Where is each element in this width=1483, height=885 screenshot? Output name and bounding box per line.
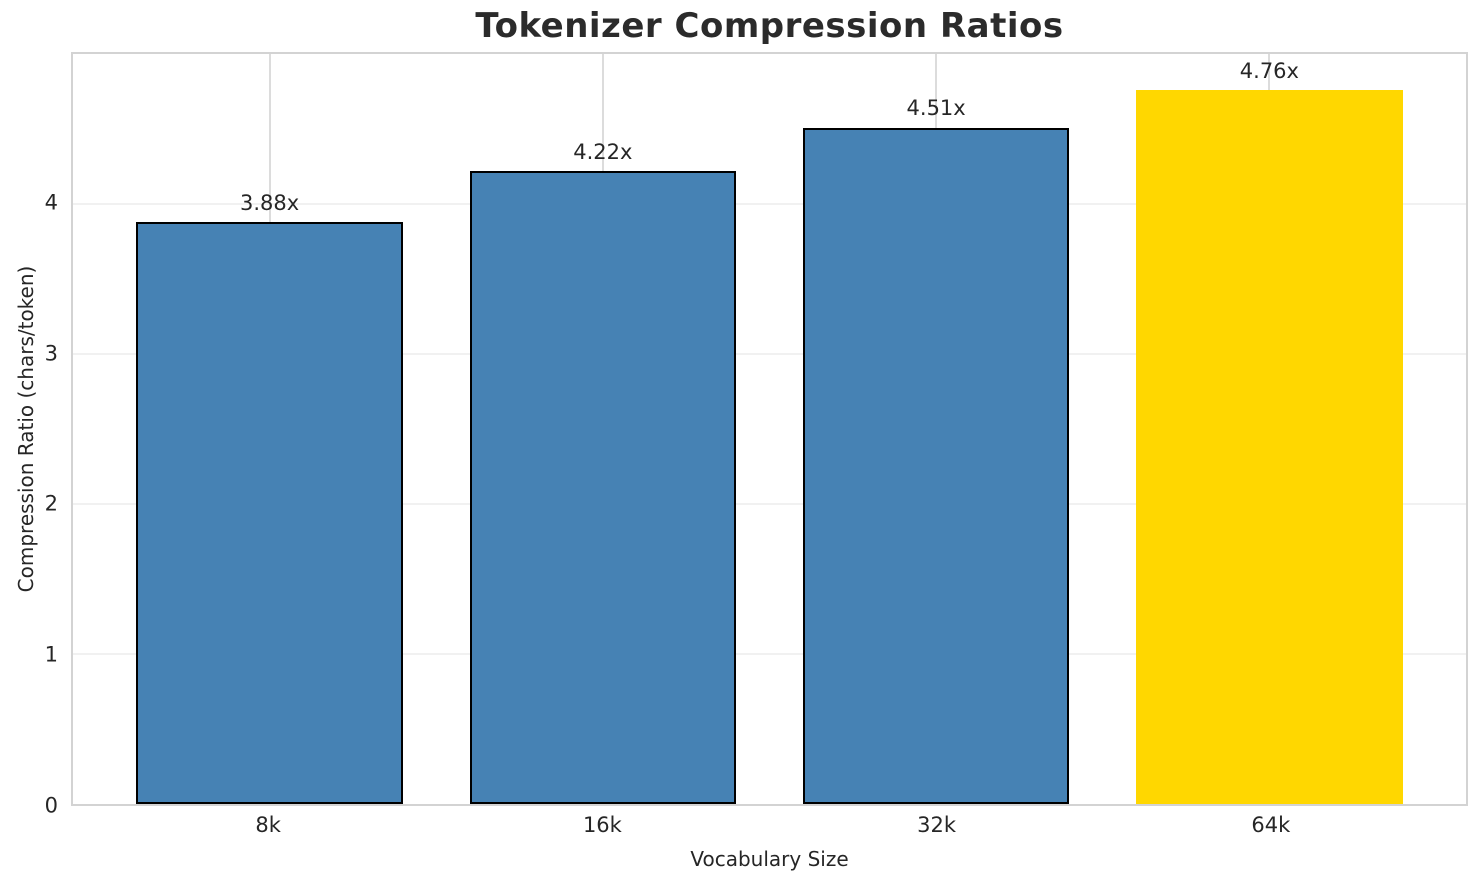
x-tick-label: 16k <box>582 813 622 837</box>
bar-value-label: 3.88x <box>240 190 300 215</box>
y-axis: 0 1 2 3 4 <box>0 52 58 816</box>
h-gridline <box>73 353 1466 355</box>
bar-value-label: 4.22x <box>573 139 633 164</box>
x-axis-label: Vocabulary Size <box>690 847 849 871</box>
y-tick-label: 1 <box>44 642 58 667</box>
x-tick-label: 64k <box>1251 813 1291 837</box>
chart-title: Tokenizer Compression Ratios <box>475 6 1064 46</box>
bars-layer: 3.88x 4.22x 4.51x 4.76x <box>73 54 1466 804</box>
x-axis: 8k 16k 32k 64k <box>71 808 1468 844</box>
h-gridline <box>73 653 1466 655</box>
x-tick-label: 32k <box>917 813 957 837</box>
bar-8k <box>136 222 403 804</box>
bar-value-label: 4.76x <box>1239 58 1299 83</box>
y-tick-label: 0 <box>44 793 58 818</box>
bar-value-label: 4.51x <box>906 96 966 121</box>
bar-32k <box>802 127 1070 804</box>
h-gridline <box>73 503 1466 505</box>
bar-highlighted-64k <box>1136 90 1403 804</box>
y-tick-label: 4 <box>44 190 58 215</box>
y-tick-label: 2 <box>44 491 58 516</box>
y-tick-label: 3 <box>44 341 58 366</box>
bar-16k <box>469 171 737 804</box>
x-tick-label: 8k <box>255 813 281 837</box>
h-gridline <box>73 203 1466 205</box>
plot-area: 3.88x 4.22x 4.51x 4.76x <box>71 52 1468 806</box>
